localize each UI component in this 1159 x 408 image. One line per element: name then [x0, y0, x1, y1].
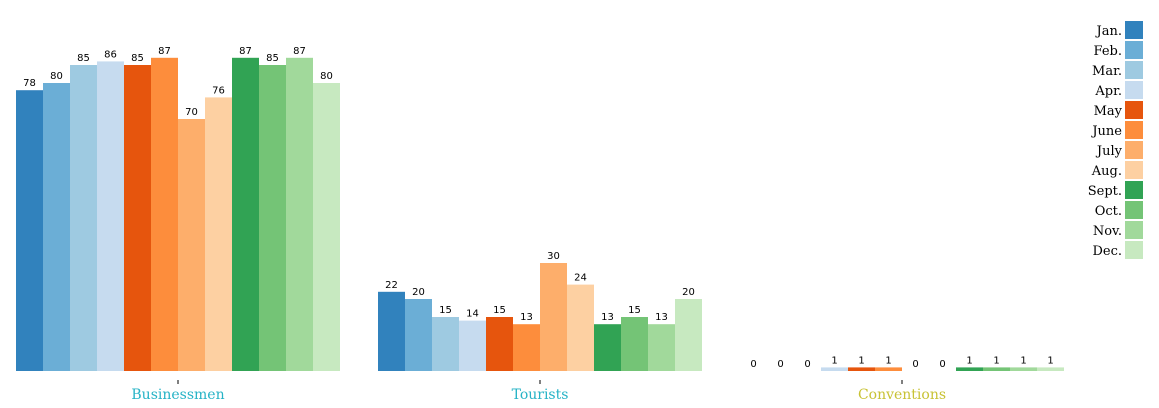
- bar-businessmen-dec: [313, 83, 340, 371]
- legend-swatch: [1125, 121, 1143, 139]
- x-tick-label-tourists: Tourists: [512, 387, 569, 403]
- bar-tourists-jan: [378, 291, 405, 371]
- bar-tourists-feb: [405, 299, 432, 371]
- value-label: 85: [131, 53, 144, 64]
- x-axis: Businessmen Tourists Conventions: [131, 380, 946, 403]
- bar-tourists-july: [540, 263, 567, 371]
- legend-swatch: [1125, 101, 1143, 119]
- bar-businessmen-mar: [70, 65, 97, 371]
- value-label: 1: [1020, 355, 1026, 366]
- legend-swatch: [1125, 81, 1143, 99]
- bar-conventions-sept: [956, 367, 983, 371]
- bar-conventions-nov: [1010, 367, 1037, 371]
- bars-layer: [16, 57, 1064, 372]
- value-label: 80: [50, 71, 63, 82]
- x-tick-label-businessmen: Businessmen: [131, 387, 224, 403]
- bar-businessmen-may: [124, 65, 151, 371]
- value-label: 13: [655, 312, 668, 323]
- bar-businessmen-aug: [205, 97, 232, 372]
- value-label: 70: [185, 107, 198, 118]
- bar-conventions-june: [875, 367, 902, 371]
- bar-conventions-oct: [983, 367, 1010, 371]
- legend-swatch: [1125, 221, 1143, 239]
- value-label: 87: [293, 46, 306, 57]
- bar-tourists-mar: [432, 317, 459, 371]
- value-label: 1: [858, 355, 864, 366]
- bar-tourists-nov: [648, 324, 675, 371]
- value-label: 13: [520, 312, 533, 323]
- legend-swatch: [1125, 201, 1143, 219]
- value-label: 0: [939, 359, 945, 370]
- value-label: 87: [158, 46, 171, 57]
- x-tick-label-conventions: Conventions: [858, 387, 946, 403]
- bar-businessmen-oct: [259, 65, 286, 371]
- value-label: 15: [439, 305, 452, 316]
- bar-conventions-apr: [821, 367, 848, 371]
- legend-label: Sept.: [1088, 184, 1122, 199]
- legend-swatch: [1125, 161, 1143, 179]
- bar-tourists-dec: [675, 299, 702, 371]
- value-label: 86: [104, 49, 117, 60]
- value-label: 15: [628, 305, 641, 316]
- value-label: 85: [77, 53, 90, 64]
- value-label: 1: [885, 355, 891, 366]
- bar-businessmen-feb: [43, 83, 70, 371]
- value-label: 76: [212, 85, 225, 96]
- value-label: 20: [412, 287, 425, 298]
- value-label: 14: [466, 309, 479, 320]
- legend: Jan. Feb. Mar. Apr. May June July Aug. Sept. Oct.…: [1088, 21, 1143, 259]
- legend-label: May: [1094, 104, 1123, 119]
- value-label: 0: [804, 359, 810, 370]
- value-label: 0: [777, 359, 783, 370]
- bar-businessmen-july: [178, 119, 205, 371]
- legend-label: Mar.: [1092, 64, 1122, 79]
- legend-swatch: [1125, 21, 1143, 39]
- bar-tourists-apr: [459, 320, 486, 371]
- legend-label: Aug.: [1091, 164, 1122, 179]
- legend-swatch: [1125, 61, 1143, 79]
- value-label: 1: [831, 355, 837, 366]
- bar-businessmen-apr: [97, 61, 124, 372]
- legend-label: Dec.: [1092, 244, 1122, 259]
- value-label: 24: [574, 273, 587, 284]
- value-label: 0: [912, 359, 918, 370]
- legend-label: Feb.: [1094, 44, 1122, 59]
- value-label: 1: [993, 355, 999, 366]
- value-label: 85: [266, 53, 279, 64]
- value-label: 1: [1047, 355, 1053, 366]
- legend-swatch: [1125, 241, 1143, 259]
- legend-label: Nov.: [1093, 224, 1122, 239]
- value-label: 30: [547, 251, 560, 262]
- bar-tourists-sept: [594, 324, 621, 371]
- value-label: 1: [966, 355, 972, 366]
- legend-label: Jan.: [1095, 24, 1122, 39]
- bar-tourists-june: [513, 324, 540, 371]
- value-label: 20: [682, 287, 695, 298]
- bar-businessmen-nov: [286, 57, 313, 372]
- bar-tourists-aug: [567, 284, 594, 371]
- bar-businessmen-jan: [16, 90, 43, 371]
- bar-businessmen-june: [151, 57, 178, 372]
- legend-swatch: [1125, 141, 1143, 159]
- value-label: 0: [750, 359, 756, 370]
- legend-swatch: [1125, 181, 1143, 199]
- value-labels-layer: 78 80 85 86 85 87 70 76 87 85 87 80 22 20 15 14 15 13 30 24…: [23, 46, 1054, 370]
- value-label: 87: [239, 46, 252, 57]
- bar-conventions-dec: [1037, 367, 1064, 371]
- bar-conventions-may: [848, 367, 875, 371]
- value-label: 22: [385, 280, 398, 291]
- legend-label: June: [1090, 124, 1122, 139]
- legend-label: July: [1095, 144, 1123, 159]
- value-label: 78: [23, 78, 36, 89]
- legend-label: Oct.: [1095, 204, 1122, 219]
- value-label: 80: [320, 71, 333, 82]
- bar-tourists-oct: [621, 317, 648, 371]
- value-label: 13: [601, 312, 614, 323]
- bar-businessmen-sept: [232, 57, 259, 372]
- value-label: 15: [493, 305, 506, 316]
- bar-tourists-may: [486, 317, 513, 371]
- legend-label: Apr.: [1094, 84, 1122, 99]
- legend-swatch: [1125, 41, 1143, 59]
